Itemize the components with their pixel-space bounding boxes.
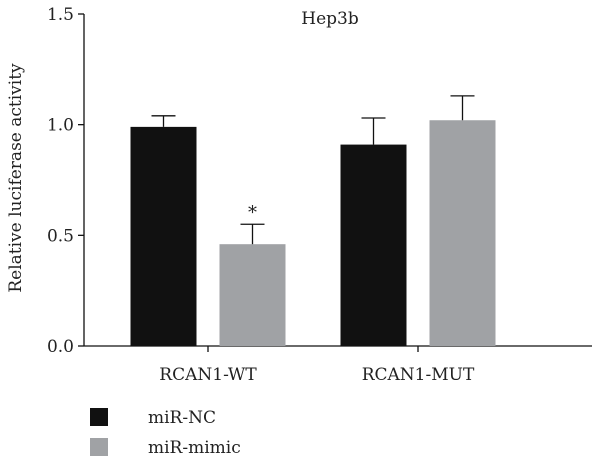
legend-label: miR-mimic	[148, 438, 241, 458]
y-tick-label: 0.5	[47, 226, 74, 246]
legend-label: miR-NC	[148, 408, 216, 428]
significance-marker: *	[248, 202, 257, 223]
axes: 0.0 0.5 1.0 1.5 RCAN1-WT RCAN1-MUT	[47, 5, 592, 385]
chart-title: Hep3b	[301, 9, 359, 29]
x-tick-label: RCAN1-MUT	[362, 365, 475, 385]
y-axis-label: Relative luciferase activity	[6, 63, 26, 293]
bar	[219, 244, 286, 346]
x-tick-label: RCAN1-WT	[159, 365, 257, 385]
y-tick-label: 1.5	[47, 5, 74, 25]
legend-swatch	[90, 438, 108, 456]
legend-swatch	[90, 408, 108, 426]
y-tick-label: 0.0	[47, 337, 74, 357]
bar	[429, 120, 496, 347]
legend: miR-NC miR-mimic	[90, 408, 241, 458]
y-tick-label: 1.0	[47, 116, 74, 136]
bar	[130, 126, 197, 346]
bars: *	[130, 95, 496, 347]
bar	[340, 144, 407, 346]
